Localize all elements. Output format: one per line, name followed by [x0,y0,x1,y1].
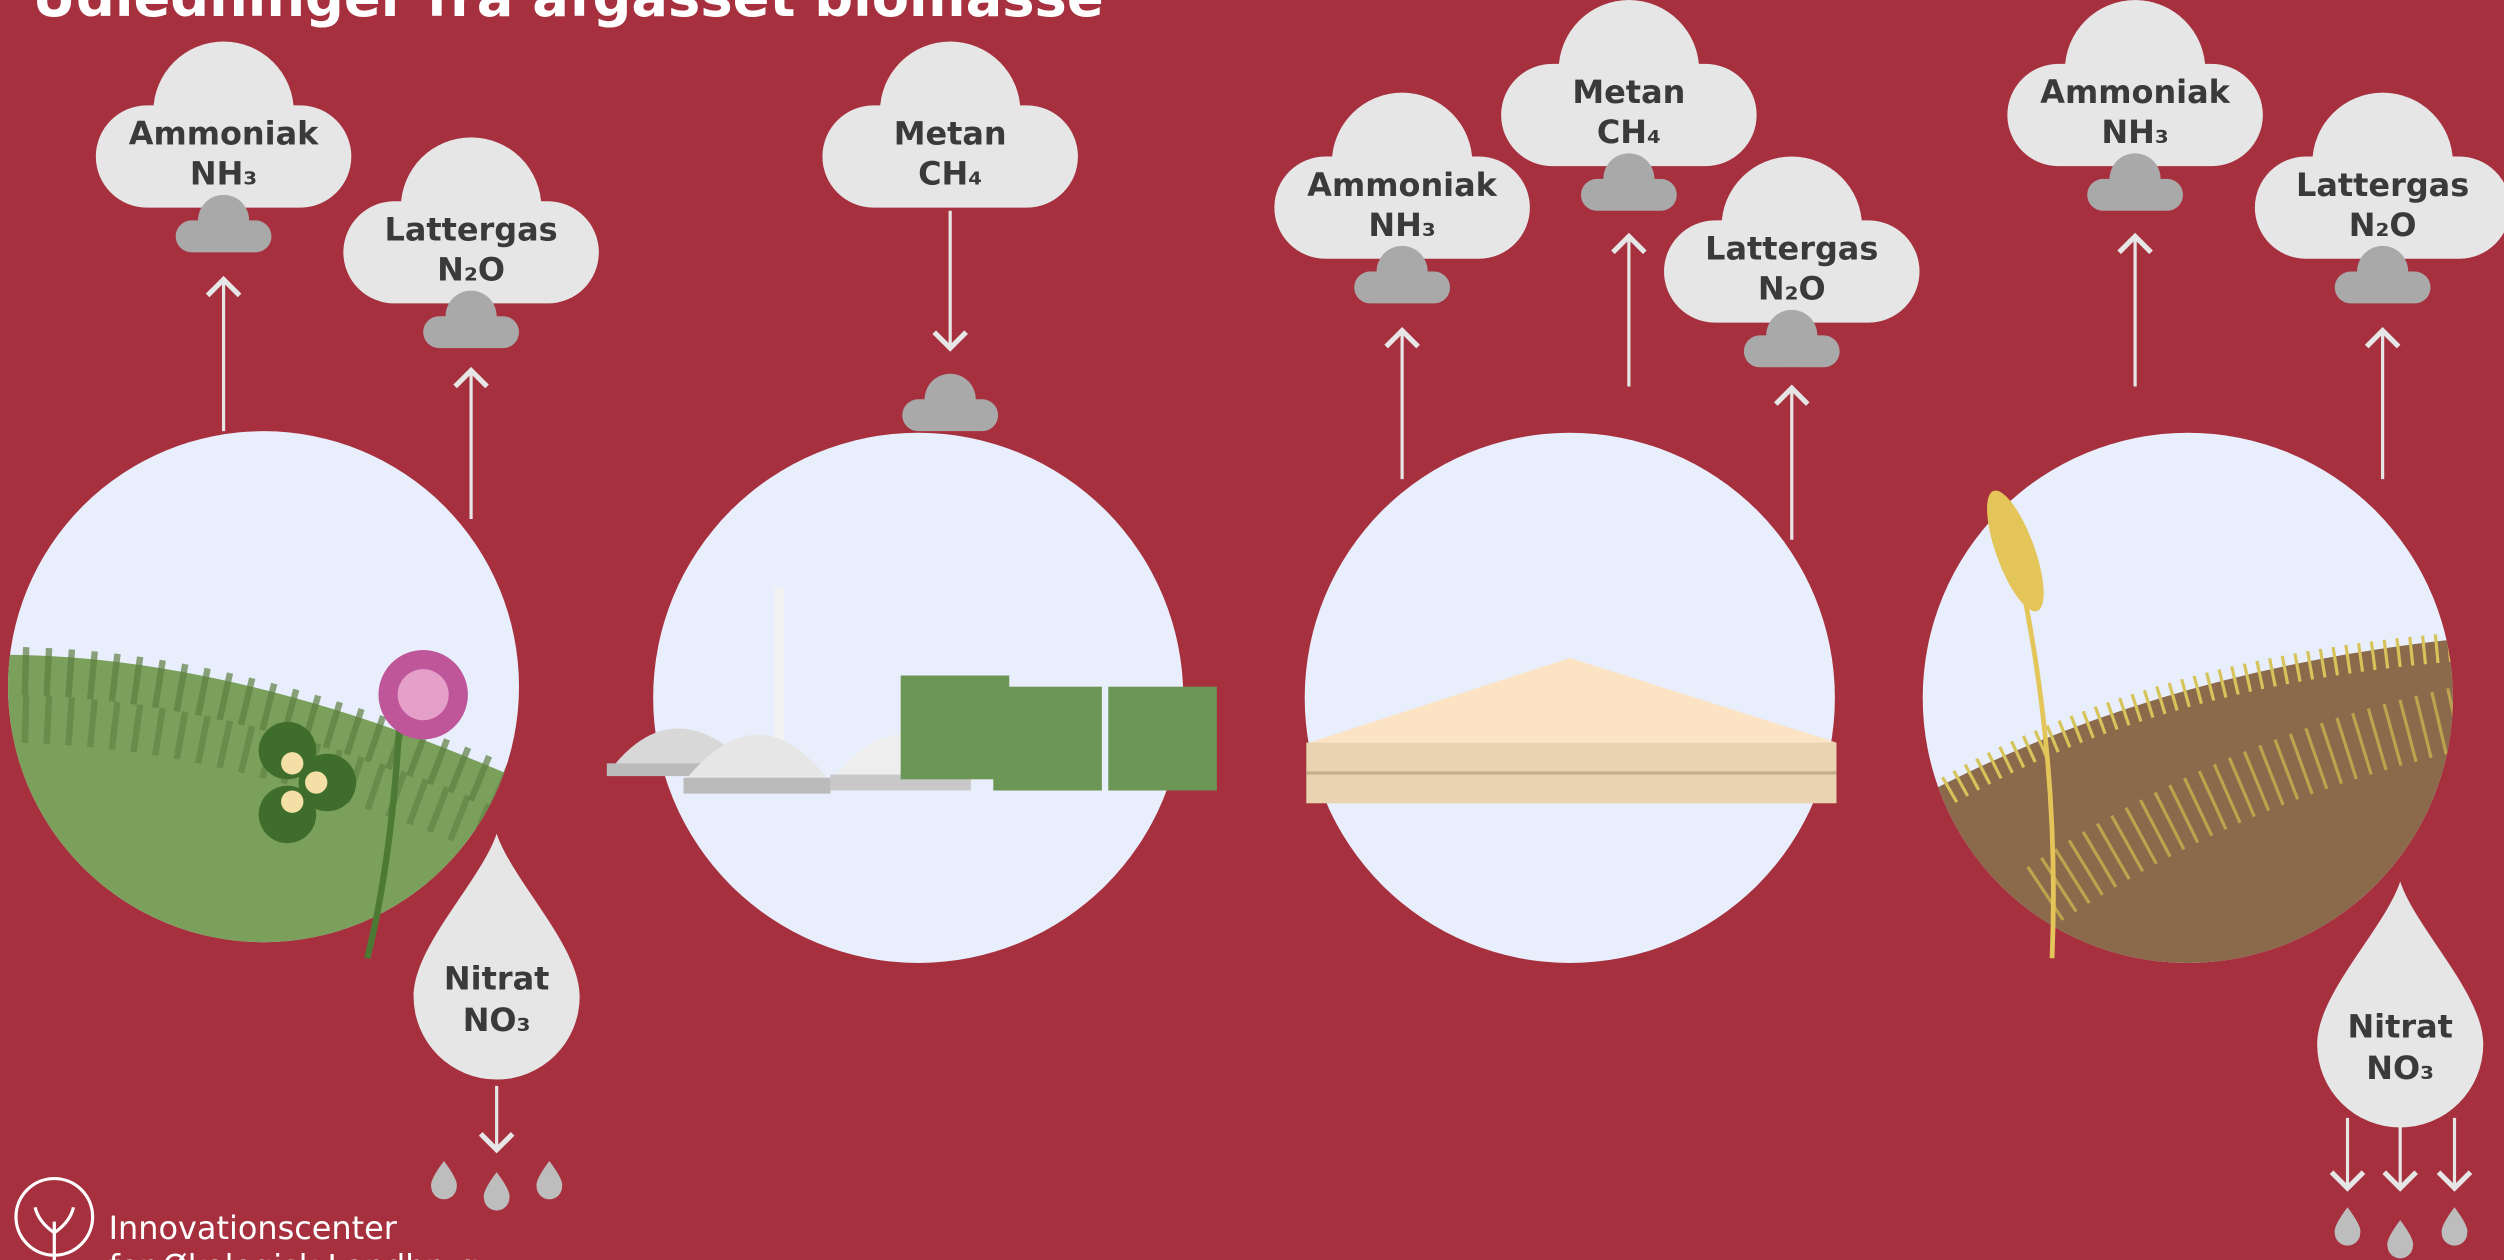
logo-line2: for Økologisk Landbrug [109,1248,480,1260]
cloud-part [1377,246,1428,297]
gas-formula: CH₄ [918,155,982,193]
page: Udledninger fra afgasset biomasse [0,0,2504,1260]
gas-formula: NH₃ [1368,206,1435,244]
logo-line1: Innovationscenter [109,1209,398,1247]
gas-name: Ammoniak [1307,166,1497,204]
gas-name: Lattergas [385,211,558,249]
gas-name: Metan [1572,73,1685,111]
cloud-part [1766,310,1817,361]
gas-formula: N₂O [1758,270,1826,308]
title: Udledninger fra afgasset biomasse [32,0,1104,29]
nitrate-formula: NO₃ [2366,1049,2434,1087]
gas-formula: NH₃ [2101,113,2168,151]
gas-formula: N₂O [2349,206,2417,244]
nitrate-name: Nitrat [2347,1007,2452,1045]
cloud-part [2357,246,2408,297]
gas-name: Metan [894,115,1007,153]
gas-name: Ammoniak [2040,73,2230,111]
gas-formula: CH₄ [1597,113,1661,151]
gas-name: Ammoniak [129,115,319,153]
gas-name: Lattergas [2296,166,2469,204]
infographic: Udledninger fra afgasset biomasse [0,0,2504,1260]
cloud-part [2110,153,2161,204]
nitrate-formula: NO₃ [463,1001,531,1039]
gas-formula: NH₃ [190,155,257,193]
nitrate-name: Nitrat [444,960,549,998]
cloud-part [446,291,497,342]
gas-name: Lattergas [1705,230,1878,268]
cloud-part [925,374,976,425]
gas-formula: N₂O [437,250,505,288]
cloud-part [198,195,249,246]
storage-tent [1305,433,1837,963]
cloud-part [1603,153,1654,204]
